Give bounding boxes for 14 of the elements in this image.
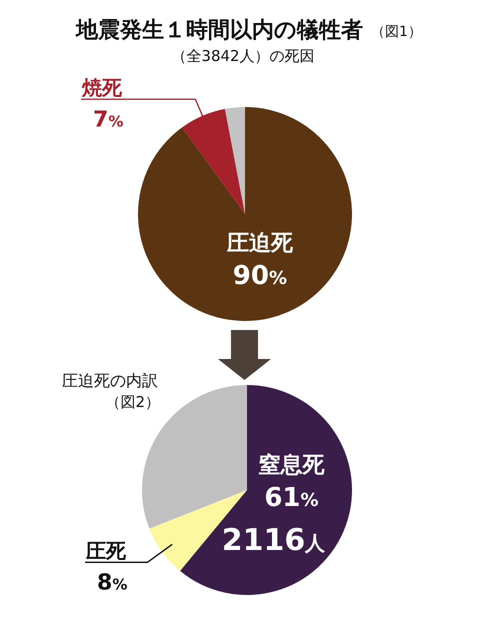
slice-label: 焼死 bbox=[81, 75, 123, 100]
text: 2116人 bbox=[222, 523, 326, 558]
chart-title: 圧迫死の内訳 bbox=[62, 371, 158, 390]
slice-label: 圧死 bbox=[85, 538, 127, 562]
chart-title: 地震発生１時間以内の犠牲者 bbox=[75, 18, 363, 43]
text: （図2） bbox=[105, 393, 160, 411]
chart-subtitle: （全3842人）の死因 bbox=[171, 47, 315, 65]
slice-label: 圧迫死 bbox=[226, 230, 294, 256]
text: （図1） bbox=[371, 24, 422, 40]
data-label: 90% bbox=[232, 260, 287, 291]
data-label: 61% bbox=[264, 483, 319, 514]
slice-label: 窒息死 bbox=[258, 452, 326, 478]
data-label: 7% bbox=[93, 107, 124, 132]
data-label: 8% bbox=[97, 570, 128, 596]
